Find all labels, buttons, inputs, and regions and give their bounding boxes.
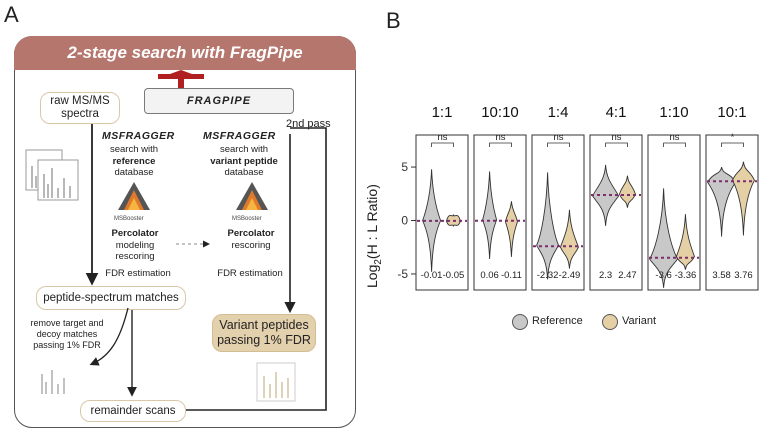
median-label-reference: -3.6 — [655, 270, 671, 281]
median-label-variant: 2.47 — [618, 270, 637, 281]
percolator-title-1: Percolator — [111, 228, 159, 239]
first-rescoring-line2: rescoring — [115, 251, 155, 262]
violin-shape — [707, 166, 737, 237]
facet-panel — [531, 134, 585, 291]
median-label-reference: 2.3 — [599, 270, 612, 281]
second-search-line3: database — [224, 167, 264, 178]
significance-label: ns — [611, 132, 621, 143]
fragpipe-stand-icon — [158, 70, 204, 90]
second-search-desc: search with variant peptide database — [196, 144, 292, 179]
violin-shape — [536, 172, 560, 280]
msfragger-logo-1: MSFRAGGER — [102, 130, 175, 142]
facet-panel — [705, 134, 759, 291]
raw-spectra-box: raw MS/MS spectra — [40, 92, 120, 124]
significance-label: ns — [669, 132, 679, 143]
flow-arrows — [85, 124, 327, 411]
fragpipe-logo: FRAGPIPE — [144, 88, 294, 114]
significance-bracket — [663, 142, 686, 147]
violin-shape — [618, 175, 636, 208]
strip-label-2: 10:10 — [481, 104, 519, 121]
fdr-label-2: FDR estimation — [217, 268, 283, 279]
panel-b-letter: B — [386, 8, 401, 33]
strip-label-3: 1:4 — [548, 104, 569, 121]
legend-swatch-variant — [602, 314, 618, 330]
msbooster-label-1: MSBooster — [114, 216, 144, 222]
median-label-reference: 0.06 — [480, 270, 499, 281]
facet-panel — [473, 134, 527, 291]
spectra-thumbnail-icon — [25, 149, 79, 201]
variant-result-box: Variant peptides passing 1% FDR — [212, 314, 316, 352]
median-label-variant: -2.49 — [559, 270, 581, 281]
second-pass-label: 2nd pass — [286, 118, 331, 130]
second-search-line2: variant peptide — [210, 155, 278, 167]
msbooster-label-2: MSBooster — [232, 216, 262, 222]
legend-label-variant: Variant — [622, 315, 657, 327]
msfragger-logo-2: MSFRAGGER — [203, 130, 276, 142]
median-label-reference: -0.01 — [421, 270, 443, 281]
significance-label: ns — [553, 132, 563, 143]
strip-label-5: 1:10 — [659, 104, 688, 121]
strip-label-4: 4:1 — [606, 104, 627, 121]
remove-note: remove target and decoy matches passing … — [30, 318, 104, 350]
significance-bracket — [721, 142, 744, 147]
psm-box: peptide-spectrum matches — [36, 286, 186, 310]
violin-shape — [482, 171, 498, 260]
strip-label-1: 1:1 — [432, 104, 453, 121]
legend-label-reference: Reference — [532, 315, 583, 327]
fragpipe-logo-text: FRAGPIPE — [186, 95, 252, 107]
significance-label: * — [731, 132, 735, 143]
fdr-label-1: FDR estimation — [105, 268, 171, 279]
spectrum-small-icon — [41, 370, 65, 394]
second-rescoring-line1: rescoring — [231, 239, 271, 251]
significance-bracket — [605, 142, 628, 147]
median-label-variant: -3.36 — [675, 270, 697, 281]
ylabel-rest: (H : L Ratio) — [364, 184, 380, 260]
panel-a-title: 2-stage search with FragPipe — [14, 36, 356, 70]
first-rescoring-desc: Percolator modeling rescoring — [100, 228, 170, 263]
violin-shape — [649, 188, 679, 288]
remainder-box: remainder scans — [80, 400, 186, 422]
legend-swatch-reference — [512, 314, 528, 330]
significance-label: ns — [495, 132, 505, 143]
significance-label: ns — [437, 132, 447, 143]
y-tick-label: -5 — [397, 267, 408, 281]
strip-label-6: 10:1 — [717, 104, 746, 121]
first-rescoring-line1: modeling — [115, 239, 155, 251]
percolator-title-2: Percolator — [227, 228, 275, 239]
msbooster-icon-2 — [236, 182, 268, 210]
spectrum-variant-icon — [256, 362, 296, 402]
facet-panel — [589, 134, 643, 291]
facet-panel — [415, 134, 469, 291]
first-search-line1: search with — [109, 144, 159, 155]
median-label-reference: -2.32 — [537, 270, 559, 281]
median-label-variant: -0.11 — [501, 270, 522, 281]
violin-shape — [559, 209, 579, 269]
violin-chart: -5 0 5 1:1 ns -0.01 -0.05 10:10 ns 0.06 -0.11 1:4 ns… — [397, 104, 759, 291]
first-search-desc: search with reference database — [92, 144, 176, 179]
median-label-variant: 3.76 — [734, 270, 753, 281]
median-label-variant: -0.05 — [443, 270, 465, 281]
ylabel-main: Log — [364, 264, 380, 288]
violin-shape — [504, 201, 518, 257]
y-tick-label: 5 — [401, 160, 408, 174]
second-rescoring-desc: Percolator rescoring — [216, 228, 286, 251]
panel-a-letter: A — [4, 2, 19, 27]
violin-shape — [731, 161, 755, 236]
significance-bracket — [431, 142, 454, 147]
first-search-line2: reference — [112, 155, 156, 167]
first-search-line3: database — [114, 167, 154, 178]
violin-shape — [675, 214, 695, 270]
msbooster-icon-1 — [118, 182, 150, 210]
median-label-reference: 3.58 — [712, 270, 731, 281]
second-search-line1: search with — [219, 144, 269, 155]
significance-bracket — [547, 142, 570, 147]
y-tick-label: 0 — [401, 214, 408, 228]
significance-bracket — [489, 142, 512, 147]
